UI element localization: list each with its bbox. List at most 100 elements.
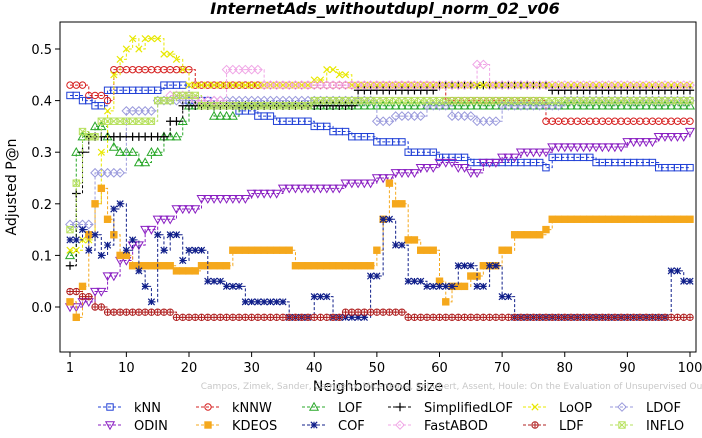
data-point (460, 153, 469, 162)
data-point (423, 96, 431, 105)
data-point (366, 308, 375, 316)
data-point (166, 262, 174, 270)
data-point (128, 308, 137, 316)
data-point (442, 313, 450, 322)
data-point (208, 194, 220, 204)
data-point (440, 158, 451, 168)
data-point (247, 81, 256, 89)
data-point (78, 127, 87, 136)
data-point (653, 100, 664, 110)
data-point (329, 262, 337, 270)
data-point (235, 313, 243, 322)
data-point (172, 55, 181, 63)
data-point (379, 215, 387, 223)
data-point (460, 282, 469, 291)
data-point (353, 179, 364, 189)
data-point (235, 282, 243, 290)
data-point (636, 215, 644, 223)
data-point (684, 100, 696, 110)
data-point (578, 100, 589, 110)
data-point (586, 215, 594, 223)
data-point (509, 153, 520, 163)
data-point (147, 298, 156, 306)
data-point (467, 272, 475, 280)
data-point (423, 313, 431, 322)
legend-label: INFLO (646, 419, 684, 434)
data-point (654, 215, 663, 223)
data-point (628, 100, 639, 110)
legend-label: SimplifiedLOF (424, 401, 513, 416)
data-point (617, 215, 625, 223)
legend-label: LOF (338, 401, 363, 416)
data-point (247, 313, 256, 322)
data-point (85, 292, 93, 301)
data-point (160, 308, 168, 316)
data-point (490, 158, 501, 168)
data-point (216, 313, 225, 322)
data-point (316, 262, 325, 270)
data-point (335, 313, 343, 322)
data-point (535, 313, 544, 322)
data-point (448, 313, 456, 322)
x-tick-label: 20 (181, 361, 198, 376)
data-point (429, 148, 437, 156)
data-point (66, 298, 74, 306)
data-point (129, 35, 137, 43)
data-point (97, 303, 106, 311)
data-point (266, 112, 275, 120)
data-point (135, 45, 143, 53)
data-point (341, 262, 350, 270)
data-point (210, 81, 218, 89)
data-point (467, 313, 475, 322)
data-point (686, 313, 694, 322)
data-point (341, 127, 350, 136)
data-point (485, 262, 494, 270)
data-point (110, 71, 118, 79)
data-point (78, 81, 87, 89)
data-point (66, 246, 74, 254)
data-point (159, 132, 169, 141)
data-point (204, 277, 212, 285)
data-point (384, 100, 395, 110)
data-point (197, 313, 206, 322)
data-point (172, 313, 181, 322)
data-point (680, 215, 688, 223)
data-point (673, 313, 682, 322)
data-point (216, 277, 224, 285)
data-point (548, 96, 556, 105)
data-point (284, 184, 295, 194)
y-tick-label: 0.2 (31, 198, 52, 213)
series-knnw (66, 65, 694, 125)
x-tick-label: 80 (556, 361, 573, 376)
data-point (686, 96, 694, 105)
data-point (341, 308, 350, 316)
data-point (241, 81, 249, 89)
data-point (654, 313, 663, 322)
data-point (260, 246, 268, 254)
data-point (504, 293, 513, 301)
data-point (666, 100, 677, 110)
data-point (478, 158, 489, 168)
data-point (429, 282, 437, 290)
data-point (308, 401, 320, 411)
data-point (110, 205, 118, 213)
data-point (634, 100, 645, 110)
data-point (64, 250, 76, 260)
data-point (672, 100, 683, 110)
data-point (395, 402, 405, 412)
data-point (310, 262, 318, 270)
data-point (490, 116, 501, 127)
data-point (534, 148, 545, 158)
data-point (128, 117, 137, 125)
data-point (254, 81, 262, 89)
data-point (398, 241, 406, 249)
data-point (348, 313, 356, 321)
data-point (472, 169, 483, 179)
data-point (346, 179, 357, 189)
data-point (323, 262, 331, 270)
data-point (523, 231, 531, 239)
x-tick-label: 50 (369, 361, 386, 376)
data-point (417, 246, 425, 254)
y-tick-label: 0.5 (31, 43, 52, 58)
